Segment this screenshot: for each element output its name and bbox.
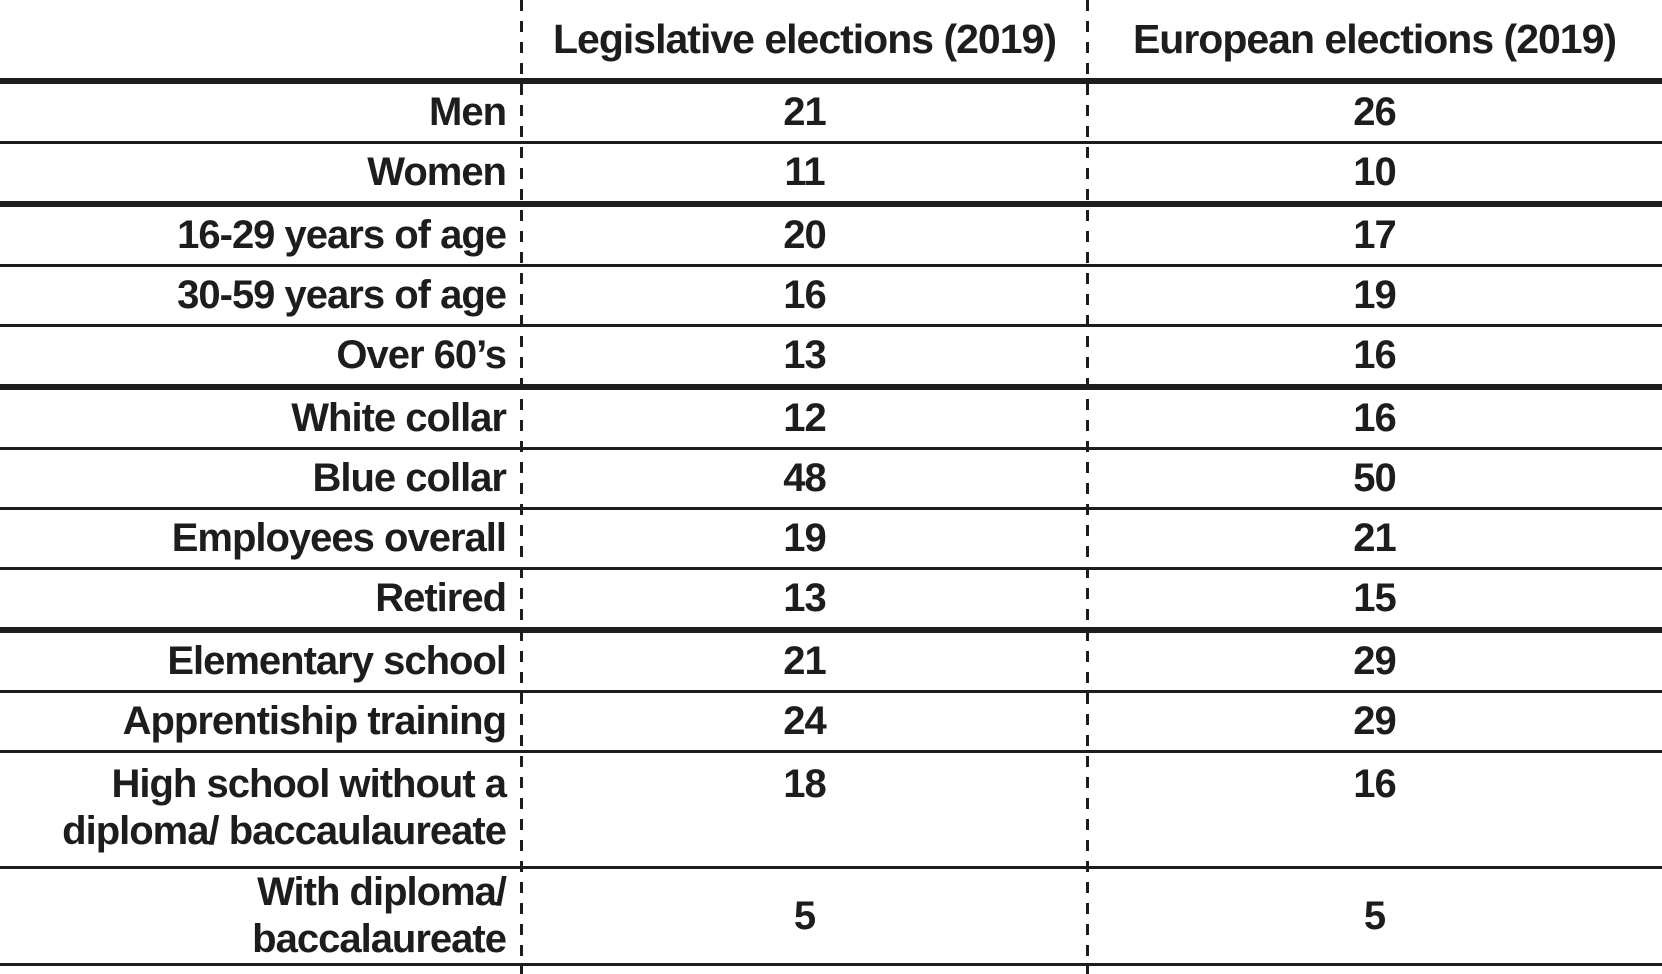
legislative-value-cell: 21 [522,81,1087,144]
european-value-cell: 19 [1087,265,1662,327]
european-value-cell: 16 [1087,751,1662,869]
table-row: Elementary school 21 29 [0,630,1662,693]
european-value-cell: 29 [1087,630,1662,693]
legislative-value-cell: 16 [522,265,1087,327]
legislative-value-cell: 48 [522,448,1087,510]
table-row: 30-59 years of age 16 19 [0,265,1662,327]
european-value-cell: 29 [1087,691,1662,753]
table-row: Retired 13 15 [0,568,1662,633]
european-value-cell: 15 [1087,568,1662,633]
european-value-cell: 10 [1087,142,1662,207]
european-value-cell: 16 [1087,325,1662,390]
row-label: 16-29 years of age [0,204,522,267]
table-row: 16-29 years of age 20 17 [0,204,1662,267]
legislative-value-cell: 5 [522,867,1087,967]
table-row: Apprentiship training 24 29 [0,691,1662,753]
row-label: Higher education [0,965,522,974]
row-label: Elementary school [0,630,522,693]
row-label: Over 60’s [0,325,522,390]
row-label: High school without a diploma/ baccaulau… [0,751,522,869]
table-row: Men 21 26 [0,81,1662,144]
row-label: Apprentiship training [0,691,522,753]
european-value-cell: 5 [1087,867,1662,967]
legislative-value-cell: 11 [522,142,1087,207]
table-row: Higher education 4 6 [0,965,1662,974]
european-value-cell: 6 [1087,965,1662,974]
table-row: Employees overall 19 21 [0,508,1662,570]
table-row: Blue collar 48 50 [0,448,1662,510]
table-row: High school without a diploma/ baccaulau… [0,751,1662,869]
row-label: With diploma/ baccalaureate [0,867,522,967]
european-value-cell: 21 [1087,508,1662,570]
legislative-value-cell: 19 [522,508,1087,570]
table-row: Over 60’s 13 16 [0,325,1662,390]
row-label: 30-59 years of age [0,265,522,327]
row-label: Retired [0,568,522,633]
table-row: With diploma/ baccalaureate 5 5 [0,867,1662,967]
row-label: Blue collar [0,448,522,510]
european-value-cell: 50 [1087,448,1662,510]
european-value-cell: 26 [1087,81,1662,144]
legislative-value-cell: 20 [522,204,1087,267]
legislative-value-cell: 13 [522,325,1087,390]
header-row: Legislative elections (2019) European el… [0,0,1662,84]
row-label: Men [0,81,522,144]
legislative-value-cell: 21 [522,630,1087,693]
european-value-cell: 17 [1087,204,1662,267]
legislative-value-cell: 4 [522,965,1087,974]
header-empty-cell [0,0,522,84]
header-legislative-elections: Legislative elections (2019) [522,0,1087,84]
legislative-value-cell: 12 [522,387,1087,450]
table-row: White collar 12 16 [0,387,1662,450]
legislative-value-cell: 13 [522,568,1087,633]
legislative-value-cell: 24 [522,691,1087,753]
table-row: Women 11 10 [0,142,1662,207]
row-label: White collar [0,387,522,450]
header-european-elections: European elections (2019) [1087,0,1662,84]
row-label: Women [0,142,522,207]
row-label: Employees overall [0,508,522,570]
european-value-cell: 16 [1087,387,1662,450]
legislative-value-cell: 18 [522,751,1087,869]
